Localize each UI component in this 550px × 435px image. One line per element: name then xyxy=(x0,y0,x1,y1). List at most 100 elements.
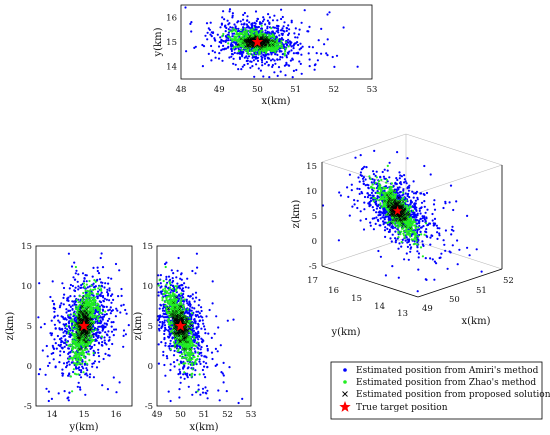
amiri-point xyxy=(107,347,110,351)
amiri-point xyxy=(71,304,74,307)
zhao-point xyxy=(91,304,95,307)
amiri-point xyxy=(222,361,225,364)
amiri-point xyxy=(68,304,71,307)
amiri-point xyxy=(61,282,64,285)
zhao-point xyxy=(84,304,87,308)
amiri-point xyxy=(201,65,204,68)
amiri-point xyxy=(187,366,190,369)
amiri-point xyxy=(96,296,99,300)
amiri-point xyxy=(97,328,100,331)
amiri-point xyxy=(320,52,323,55)
zhao-point xyxy=(71,347,74,350)
amiri-point xyxy=(103,313,106,316)
zhao-point xyxy=(91,299,94,302)
amiri-point xyxy=(243,22,246,25)
zhao-point xyxy=(99,285,102,288)
zhao-point xyxy=(241,45,245,49)
amiri-point xyxy=(268,76,271,79)
amiri-point xyxy=(240,23,243,26)
zhao-point xyxy=(97,320,101,323)
amiri-point xyxy=(52,302,56,305)
amiri-point xyxy=(185,300,188,303)
amiri-point xyxy=(86,286,89,289)
amiri-point xyxy=(105,322,108,325)
amiri-point xyxy=(169,369,172,372)
amiri-point xyxy=(281,56,284,59)
zhao-point xyxy=(100,312,103,315)
amiri-point xyxy=(188,313,191,316)
zhao-point xyxy=(177,348,180,351)
amiri-point xyxy=(47,364,50,367)
amiri-point xyxy=(251,56,254,59)
amiri-point xyxy=(197,304,200,307)
amiri-point xyxy=(181,289,184,292)
amiri-point xyxy=(62,296,65,299)
amiri-point xyxy=(202,322,205,325)
amiri-point xyxy=(59,344,62,348)
amiri-point xyxy=(183,377,186,380)
zhao-point xyxy=(198,373,201,376)
zhao-point xyxy=(235,33,238,36)
zhao-point xyxy=(221,35,224,38)
amiri-point xyxy=(201,319,204,322)
amiri-point xyxy=(63,390,66,393)
amiri-point xyxy=(74,316,77,319)
amiri-point xyxy=(216,33,219,36)
amiri-point xyxy=(266,19,269,22)
amiri-point xyxy=(91,275,94,278)
zhao-point xyxy=(96,292,99,295)
amiri-point xyxy=(200,346,203,349)
amiri-point xyxy=(256,59,260,63)
zhao-point xyxy=(100,335,103,338)
amiri-point xyxy=(238,57,242,61)
zhao-point xyxy=(232,47,235,50)
amiri-point xyxy=(273,71,276,74)
amiri-point xyxy=(331,55,334,59)
zhao-point xyxy=(82,291,85,295)
amiri-point xyxy=(157,319,160,322)
amiri-point xyxy=(307,52,310,55)
amiri-point xyxy=(276,27,280,30)
amiri-point xyxy=(159,304,163,307)
amiri-point xyxy=(59,354,62,357)
amiri-point xyxy=(173,365,176,368)
amiri-point xyxy=(190,309,193,312)
zhao-point xyxy=(173,337,177,341)
amiri-point xyxy=(85,280,88,283)
zhao-point xyxy=(267,36,271,39)
amiri-point xyxy=(60,315,63,318)
amiri-point xyxy=(227,23,230,26)
amiri-point xyxy=(101,326,104,330)
amiri-point xyxy=(163,324,167,327)
amiri-point xyxy=(315,52,318,55)
amiri-point xyxy=(169,332,172,336)
amiri-point xyxy=(86,369,89,372)
zhao-point xyxy=(183,352,186,355)
amiri-point xyxy=(299,62,302,65)
amiri-point xyxy=(306,30,309,33)
amiri-point xyxy=(59,350,62,353)
zhao-point xyxy=(161,299,164,302)
amiri-point xyxy=(233,23,236,26)
zhao-point xyxy=(84,298,87,301)
amiri-point xyxy=(73,295,76,298)
amiri-point xyxy=(176,269,179,272)
zhao-point xyxy=(75,359,78,362)
amiri-point xyxy=(105,298,108,301)
zhao-point xyxy=(88,292,91,295)
amiri-point xyxy=(70,265,74,268)
zhao-point xyxy=(74,307,77,310)
amiri-point xyxy=(170,345,173,348)
amiri-point xyxy=(297,43,300,47)
yz-xtick-label: 14 xyxy=(47,410,58,420)
amiri-point xyxy=(101,384,104,387)
amiri-point xyxy=(95,366,99,369)
amiri-point xyxy=(213,51,217,54)
amiri-point xyxy=(300,53,303,56)
zhao-point xyxy=(180,353,184,356)
zhao-point xyxy=(77,305,80,308)
amiri-point xyxy=(202,373,205,376)
zhao-point xyxy=(283,54,286,57)
amiri-point xyxy=(193,307,196,310)
amiri-point xyxy=(257,67,260,70)
